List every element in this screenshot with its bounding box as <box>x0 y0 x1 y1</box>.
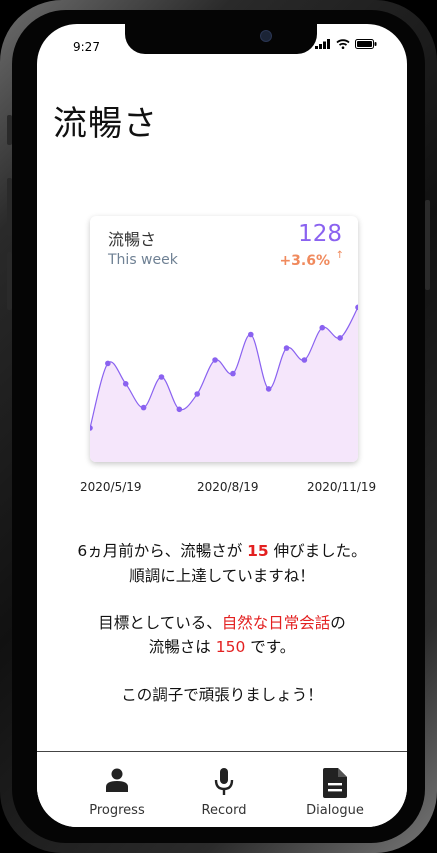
bottom-tab-bar: Progress Record Dialogue <box>37 751 407 827</box>
chart-point <box>265 386 272 392</box>
status-icons <box>315 39 377 49</box>
person-icon <box>106 768 128 792</box>
chart-point <box>105 360 111 367</box>
tab-label: Record <box>201 803 247 818</box>
document-icon <box>323 768 347 798</box>
chart-point <box>283 345 290 351</box>
volume-down-button <box>7 252 12 310</box>
front-camera <box>260 30 272 42</box>
chart-point <box>355 304 358 311</box>
card-change: +3.6% <box>279 253 330 269</box>
closing-text: この調子で頑張りましょう！ <box>121 686 323 704</box>
tab-progress[interactable]: Progress <box>62 752 172 827</box>
chart-point <box>212 357 218 363</box>
screen: 9:27 流暢さ 流暢さ 128 This <box>37 24 407 827</box>
tab-record[interactable]: Record <box>169 752 279 827</box>
message-text: です。 <box>245 638 296 656</box>
battery-icon <box>355 39 377 49</box>
tab-label: Dialogue <box>306 803 364 818</box>
arrow-up-icon: ↑ <box>335 250 344 261</box>
wifi-icon <box>336 39 350 49</box>
card-value: 128 <box>298 221 342 247</box>
notch <box>125 24 317 54</box>
mute-switch <box>7 115 12 145</box>
message-text: の <box>330 614 346 632</box>
tab-label: Progress <box>89 803 145 818</box>
card-period: This week <box>108 252 178 268</box>
status-time: 9:27 <box>73 40 100 54</box>
power-button <box>425 200 430 290</box>
microphone-icon <box>214 768 234 795</box>
tab-dialogue[interactable]: Dialogue <box>280 752 390 827</box>
goal-target-message: 流暢さは 150 です。 <box>37 635 407 659</box>
chart-point <box>301 357 308 363</box>
chart-point <box>122 381 129 387</box>
chart-point <box>90 425 93 431</box>
chart-point <box>337 335 343 341</box>
x-tick-label: 2020/8/19 <box>197 480 259 494</box>
chart-area-fill <box>90 307 358 462</box>
chart-point <box>194 391 200 397</box>
encouragement-text: 順調に上達していますね！ <box>129 567 315 585</box>
chart-point <box>319 324 326 331</box>
fluency-card: 流暢さ 128 This week +3.6% ↑ <box>90 216 358 462</box>
volume-up-button <box>7 178 12 236</box>
x-tick-label: 2020/5/19 <box>80 480 142 494</box>
message-text: 流暢さは <box>148 638 216 656</box>
goal-value: 150 <box>215 638 246 656</box>
chart-point <box>140 404 147 411</box>
message-text: 6ヵ月前から、流暢さが <box>77 542 248 560</box>
chart-point <box>176 406 183 413</box>
gain-value: 15 <box>247 542 269 560</box>
page-title: 流暢さ <box>53 104 158 144</box>
card-title: 流暢さ <box>108 230 157 249</box>
progress-message: 6ヵ月前から、流暢さが 15 伸びました。 <box>37 539 407 563</box>
goal-message: 目標としている、自然な日常会話の <box>37 611 407 635</box>
fluency-chart <box>90 304 358 462</box>
chart-line <box>90 306 358 429</box>
chart-point <box>158 374 165 380</box>
message-text: 目標としている、 <box>98 614 222 632</box>
signal-icon <box>315 39 330 49</box>
chart-point <box>230 370 236 377</box>
message-text: 伸びました。 <box>268 542 367 560</box>
goal-name: 自然な日常会話 <box>221 614 331 632</box>
x-tick-label: 2020/11/19 <box>307 480 377 494</box>
chart-point <box>248 331 254 338</box>
